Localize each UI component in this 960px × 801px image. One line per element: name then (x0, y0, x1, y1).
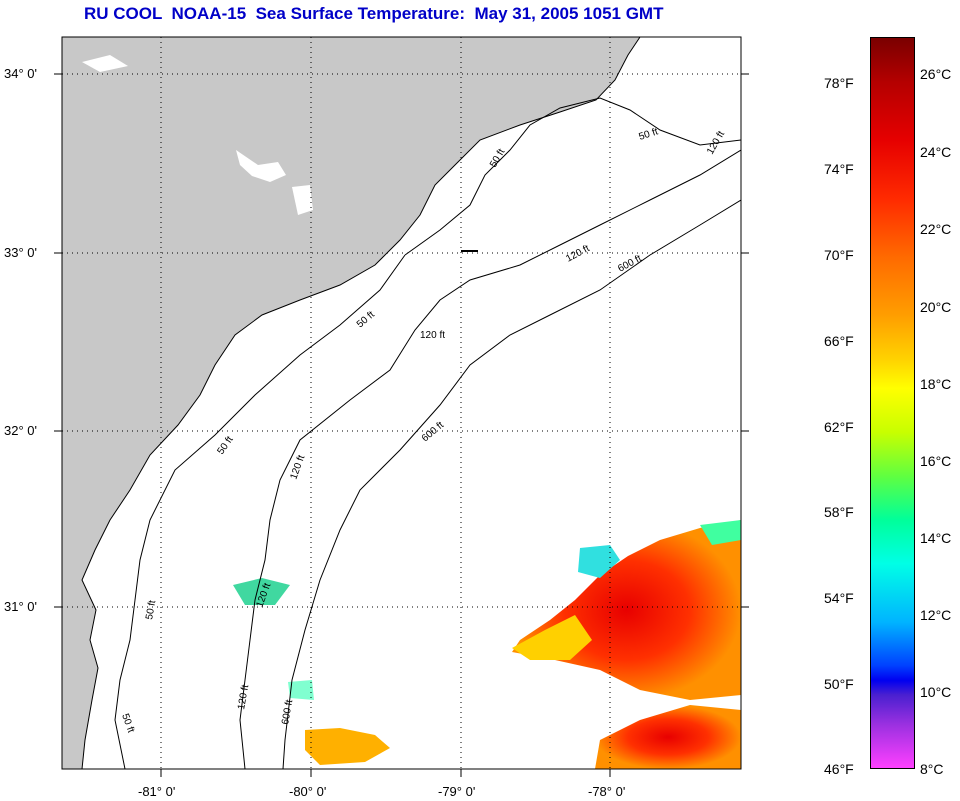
lon-label: -78° 0' (588, 784, 626, 799)
fahrenheit-label: 70°F (824, 247, 854, 263)
fahrenheit-label: 74°F (824, 161, 854, 177)
lat-label: 32° 0' (4, 423, 37, 438)
fahrenheit-label: 66°F (824, 333, 854, 349)
fahrenheit-label: 46°F (824, 761, 854, 777)
celsius-label: 8°C (920, 761, 944, 777)
fahrenheit-label: 54°F (824, 590, 854, 606)
land-area (62, 37, 641, 769)
lon-label: -80° 0' (289, 784, 327, 799)
lon-label: -79° 0' (438, 784, 476, 799)
celsius-label: 26°C (920, 66, 952, 82)
sst-patch-green (233, 578, 290, 605)
fahrenheit-label: 62°F (824, 419, 854, 435)
sst-patch-edge (512, 615, 592, 660)
celsius-label: 18°C (920, 376, 952, 392)
celsius-label: 24°C (920, 144, 952, 160)
sst-patch-south (595, 705, 741, 769)
fahrenheit-label: 78°F (824, 75, 854, 91)
lat-label: 33° 0' (4, 245, 37, 260)
sst-patch-green (288, 680, 314, 700)
celsius-label: 22°C (920, 221, 952, 237)
lake (292, 185, 313, 215)
fahrenheit-label: 58°F (824, 504, 854, 520)
map-title: RU COOL NOAA-15 Sea Surface Temperature:… (84, 4, 664, 23)
sst-patch-south2 (305, 728, 390, 765)
lon-label: -81° 0' (138, 784, 176, 799)
contour-600ft (282, 199, 741, 769)
contour-50ft (404, 97, 741, 256)
contour-50ft (114, 254, 406, 769)
contour-label: 600 ft (280, 699, 295, 726)
celsius-label: 10°C (920, 684, 952, 700)
celsius-label: 20°C (920, 299, 952, 315)
celsius-label: 12°C (920, 607, 952, 623)
sst-patch-cool (578, 545, 620, 578)
contour-label: 120 ft (420, 330, 445, 341)
lake (82, 55, 128, 72)
map-frame (61, 36, 742, 770)
temperature-colorbar (870, 37, 915, 769)
contour-label: 120 ft (236, 684, 251, 711)
lat-label: 34° 0' (4, 66, 37, 81)
fahrenheit-label: 50°F (824, 676, 854, 692)
lat-label: 31° 0' (4, 599, 37, 614)
celsius-label: 14°C (920, 530, 952, 546)
celsius-label: 16°C (920, 453, 952, 469)
sst-patch-cool (700, 520, 741, 545)
lake (236, 150, 286, 182)
contour-120ft (239, 149, 741, 769)
contour-label: 50 ft (144, 599, 158, 620)
